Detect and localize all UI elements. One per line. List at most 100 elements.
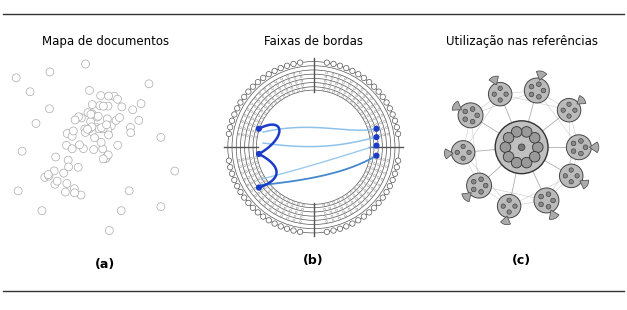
- Circle shape: [455, 150, 460, 155]
- Circle shape: [251, 130, 254, 132]
- Circle shape: [492, 92, 497, 96]
- Circle shape: [255, 79, 261, 85]
- Circle shape: [379, 158, 381, 160]
- Circle shape: [354, 88, 356, 90]
- Circle shape: [328, 203, 330, 205]
- Circle shape: [366, 200, 368, 202]
- Circle shape: [331, 228, 336, 233]
- Circle shape: [68, 145, 76, 153]
- Circle shape: [275, 212, 277, 214]
- Circle shape: [50, 167, 58, 175]
- Circle shape: [82, 128, 90, 136]
- Circle shape: [346, 98, 348, 100]
- Text: (c): (c): [512, 254, 531, 267]
- Circle shape: [374, 118, 376, 120]
- Circle shape: [458, 103, 483, 128]
- Circle shape: [512, 126, 522, 137]
- Circle shape: [282, 211, 284, 213]
- Circle shape: [255, 210, 261, 215]
- Circle shape: [567, 102, 571, 107]
- Circle shape: [262, 96, 264, 98]
- Circle shape: [350, 81, 352, 83]
- Circle shape: [296, 207, 298, 209]
- Circle shape: [157, 203, 165, 211]
- Circle shape: [353, 98, 355, 100]
- Circle shape: [97, 138, 105, 146]
- Circle shape: [99, 125, 107, 133]
- Circle shape: [226, 158, 231, 163]
- Circle shape: [371, 105, 373, 107]
- Circle shape: [524, 78, 549, 103]
- Circle shape: [571, 141, 576, 146]
- Circle shape: [250, 157, 253, 159]
- Circle shape: [537, 82, 541, 86]
- Circle shape: [325, 217, 327, 219]
- Circle shape: [266, 72, 271, 77]
- Circle shape: [294, 215, 296, 217]
- Circle shape: [87, 110, 95, 118]
- Circle shape: [567, 114, 571, 118]
- Circle shape: [384, 100, 389, 105]
- Circle shape: [394, 125, 399, 130]
- Circle shape: [379, 171, 382, 173]
- Circle shape: [381, 114, 383, 116]
- Circle shape: [264, 187, 266, 189]
- Circle shape: [361, 113, 362, 114]
- Circle shape: [105, 227, 113, 234]
- Circle shape: [99, 155, 107, 163]
- Circle shape: [291, 206, 293, 207]
- Circle shape: [259, 93, 261, 95]
- Circle shape: [373, 130, 376, 132]
- Circle shape: [390, 112, 396, 117]
- Circle shape: [228, 125, 233, 130]
- Circle shape: [343, 82, 345, 84]
- Circle shape: [361, 214, 367, 219]
- Circle shape: [332, 73, 334, 75]
- Circle shape: [354, 105, 356, 107]
- Circle shape: [240, 166, 241, 168]
- Circle shape: [102, 154, 110, 162]
- Circle shape: [88, 128, 96, 136]
- Circle shape: [257, 166, 259, 168]
- Circle shape: [356, 84, 358, 86]
- Circle shape: [115, 114, 124, 122]
- Circle shape: [255, 195, 256, 197]
- Circle shape: [367, 115, 369, 117]
- Circle shape: [264, 88, 266, 90]
- Circle shape: [466, 173, 492, 198]
- Wedge shape: [589, 142, 599, 153]
- Circle shape: [241, 120, 243, 122]
- Circle shape: [363, 197, 365, 199]
- Circle shape: [248, 164, 250, 166]
- Circle shape: [105, 131, 112, 139]
- Circle shape: [254, 187, 256, 189]
- Circle shape: [271, 205, 273, 207]
- Circle shape: [288, 93, 290, 95]
- Circle shape: [297, 203, 299, 205]
- Circle shape: [483, 183, 488, 188]
- Circle shape: [271, 88, 273, 90]
- Circle shape: [470, 107, 475, 111]
- Circle shape: [497, 194, 521, 218]
- Circle shape: [127, 123, 134, 131]
- Circle shape: [68, 132, 76, 140]
- Circle shape: [259, 171, 261, 173]
- Circle shape: [381, 128, 384, 130]
- Circle shape: [247, 184, 249, 186]
- Circle shape: [250, 135, 253, 137]
- Circle shape: [112, 117, 120, 124]
- Circle shape: [268, 184, 270, 186]
- Circle shape: [296, 85, 298, 87]
- Circle shape: [300, 217, 302, 219]
- Circle shape: [299, 72, 302, 74]
- Circle shape: [251, 103, 253, 105]
- Circle shape: [284, 85, 286, 87]
- Wedge shape: [536, 71, 547, 80]
- Circle shape: [238, 133, 240, 135]
- Circle shape: [367, 100, 369, 102]
- Circle shape: [325, 76, 327, 78]
- Circle shape: [292, 202, 295, 203]
- Circle shape: [259, 122, 261, 123]
- Circle shape: [246, 89, 251, 94]
- Circle shape: [381, 178, 383, 180]
